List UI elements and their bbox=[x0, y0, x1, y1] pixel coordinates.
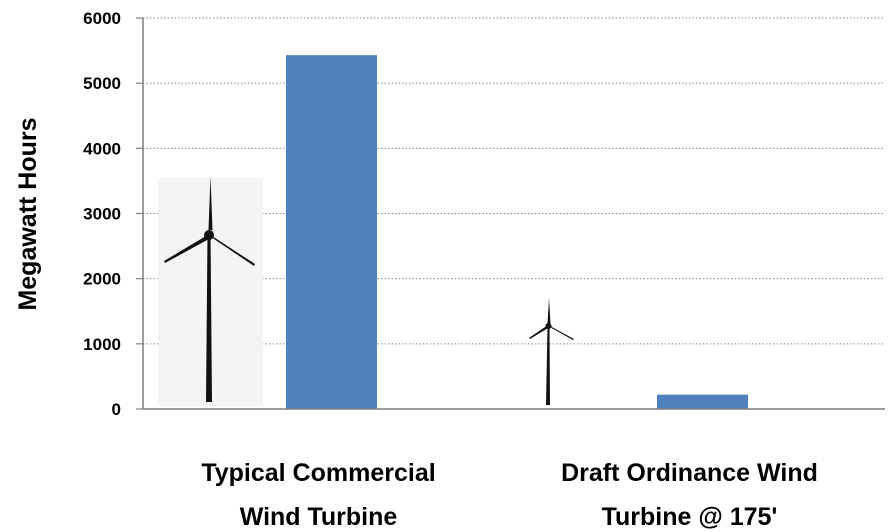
y-axis-ticks: 0 1000 2000 3000 4000 5000 6000 bbox=[83, 9, 143, 419]
x-category-label: Turbine @ 175' bbox=[602, 503, 778, 531]
small-wind-turbine-icon bbox=[529, 298, 574, 405]
x-category-label: Wind Turbine bbox=[240, 503, 398, 531]
y-tick-label: 1000 bbox=[83, 335, 121, 354]
y-tick-label: 5000 bbox=[83, 74, 121, 93]
x-axis-labels: Typical Commercial Wind Turbine Draft Ordi… bbox=[201, 459, 818, 531]
y-tick-label: 2000 bbox=[83, 270, 121, 289]
bars bbox=[286, 55, 748, 410]
x-category-label: Typical Commercial bbox=[201, 459, 435, 487]
bar bbox=[286, 55, 377, 410]
y-axis-title: Megawatt Hours bbox=[14, 117, 42, 310]
y-tick-label: 6000 bbox=[83, 9, 121, 28]
large-wind-turbine-icon bbox=[158, 176, 263, 406]
y-tick-label: 4000 bbox=[83, 139, 121, 158]
y-tick-label: 3000 bbox=[83, 205, 121, 224]
bar bbox=[657, 394, 748, 409]
axes bbox=[142, 18, 885, 410]
gridlines bbox=[143, 17, 885, 345]
y-tick-label: 0 bbox=[112, 400, 121, 419]
x-category-label: Draft Ordinance Wind bbox=[561, 459, 818, 487]
